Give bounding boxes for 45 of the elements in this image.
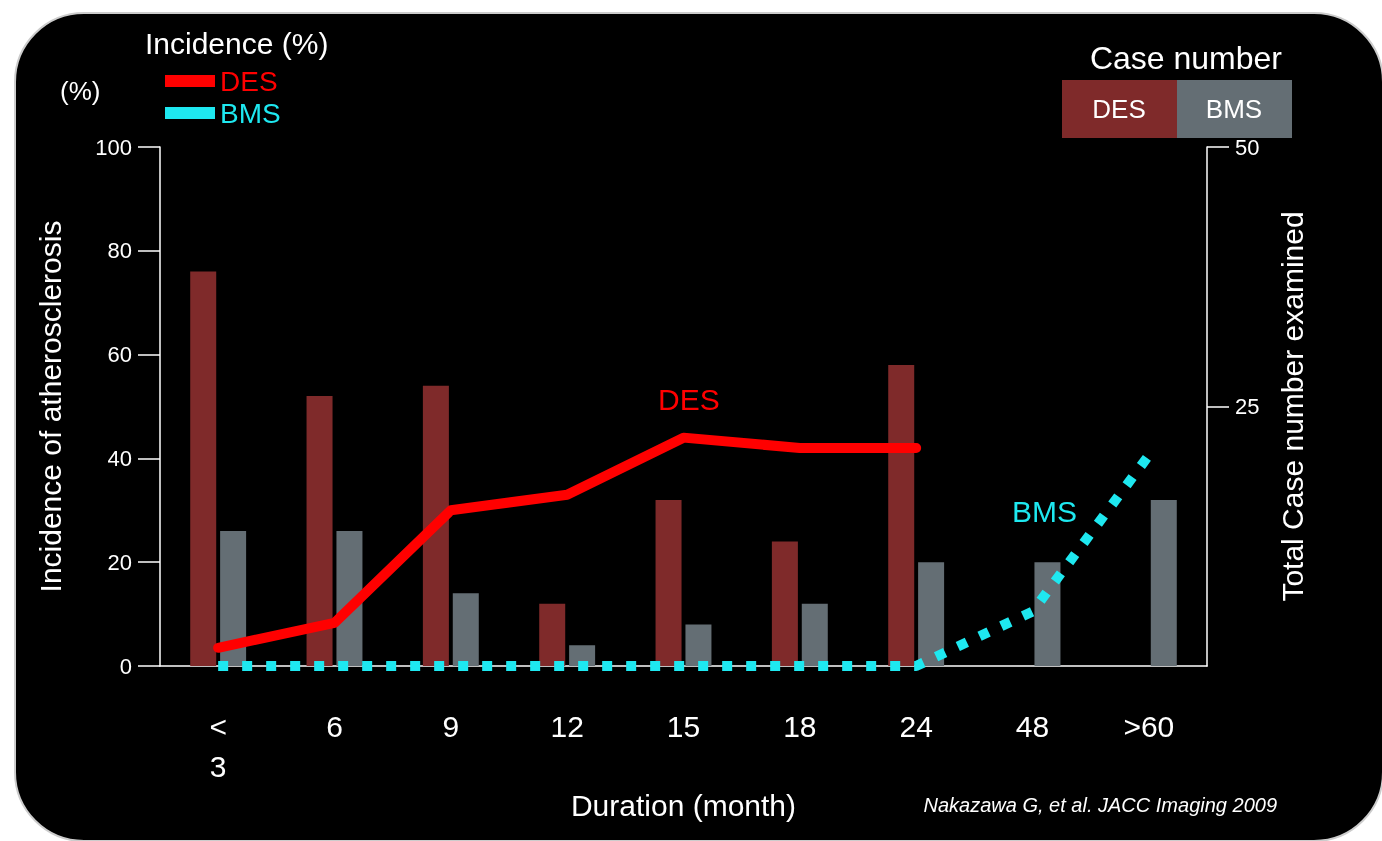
bar	[220, 531, 247, 666]
bar	[655, 499, 682, 666]
y-tick-label: 40	[107, 445, 132, 471]
text: Nakazawa G, et al. JACC Imaging 2009	[923, 794, 1278, 816]
bar	[306, 396, 333, 666]
bar	[888, 364, 915, 666]
bar	[422, 385, 449, 666]
bar	[1034, 562, 1061, 666]
annotation: BMS	[1012, 494, 1078, 528]
text: BMS	[1205, 94, 1263, 124]
legend-title: Incidence (%)	[145, 26, 329, 60]
y2-axis-title: Total Case number examined	[1275, 211, 1309, 602]
y-axis-title: Incidence of atherosclerosis	[33, 220, 67, 593]
x-tick-label: 9	[442, 709, 460, 743]
x-axis-title: Duration (month)	[570, 789, 797, 823]
y2-tick-label: 25	[1235, 394, 1260, 419]
y-tick-label: 20	[107, 549, 132, 575]
y-tick-label: 0	[119, 653, 132, 679]
text: Case number	[1089, 40, 1283, 76]
x-tick-label: 15	[666, 709, 701, 743]
bar	[539, 603, 566, 666]
y-tick-label: 60	[107, 342, 132, 368]
bar	[190, 271, 217, 666]
bar	[771, 541, 798, 666]
bar	[1150, 499, 1177, 666]
x-tick-label: 18	[783, 709, 817, 743]
bar	[452, 593, 479, 666]
x-tick-label: 48	[1015, 709, 1050, 743]
bar	[801, 603, 828, 666]
y-tick-label: 100	[95, 134, 132, 160]
x-tick-label: < 3	[209, 709, 227, 783]
legend-label: DES	[220, 65, 278, 97]
bar	[569, 645, 596, 666]
annotation: DES	[658, 382, 720, 416]
x-tick-label: 12	[550, 709, 584, 743]
y-tick-label: 80	[107, 238, 132, 264]
bar	[918, 562, 945, 666]
x-tick-label: >60	[1123, 709, 1175, 743]
text: DES	[1092, 94, 1146, 124]
legend-label: BMS	[220, 97, 281, 129]
text: (%)	[60, 76, 101, 106]
x-tick-label: 24	[899, 709, 933, 743]
y2-tick-label: 50	[1235, 134, 1260, 160]
bar	[685, 624, 712, 666]
x-tick-label: 6	[326, 709, 343, 743]
